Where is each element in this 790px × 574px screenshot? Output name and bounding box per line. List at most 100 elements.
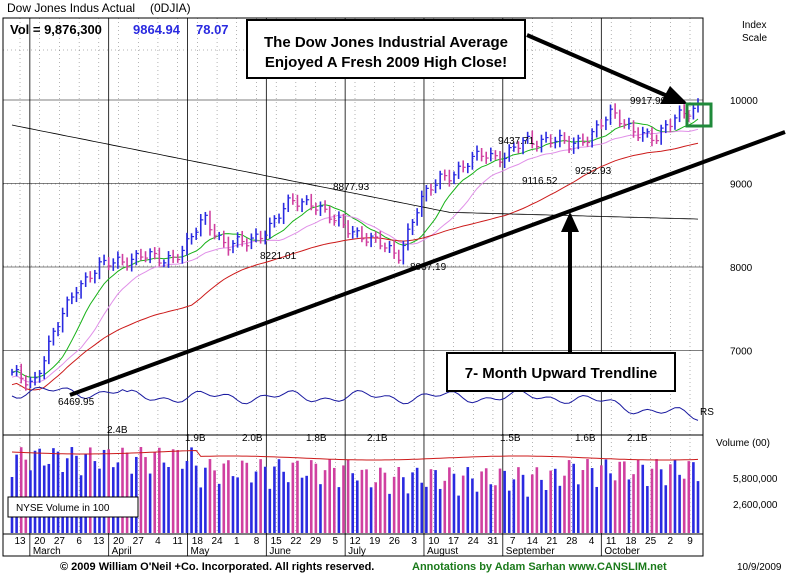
volume-bar	[33, 450, 37, 533]
volume-bar	[613, 480, 617, 533]
volume-bar	[135, 456, 138, 533]
volume-bar	[300, 477, 304, 533]
volume-bar	[222, 463, 226, 533]
month-label: April	[112, 546, 132, 557]
month-label: May	[191, 546, 210, 557]
volume-bar	[19, 447, 23, 533]
volume-bar	[263, 466, 267, 533]
volume-bar	[204, 467, 207, 533]
volume-bar	[438, 488, 442, 533]
high-close-box	[685, 102, 713, 128]
volume-bar	[687, 461, 691, 533]
rs-line	[11, 386, 699, 421]
trendline-arrow-head	[561, 212, 579, 232]
rs-series	[11, 386, 699, 421]
x-tick-label: 13	[14, 536, 26, 547]
volume-bar	[199, 487, 203, 533]
x-tick-label: 27	[133, 536, 145, 547]
volume-bar	[641, 464, 645, 533]
volume-bar	[240, 460, 244, 533]
volume-bar	[604, 459, 608, 533]
volume-bar	[167, 467, 170, 533]
volume-bar	[517, 467, 520, 533]
volume-bar	[512, 479, 516, 533]
volume-bar	[471, 478, 474, 533]
volume-bar	[535, 467, 539, 533]
volume-bar	[245, 462, 249, 533]
volume-bar	[692, 462, 695, 533]
volume-bar	[402, 477, 405, 533]
volume-bar	[503, 470, 506, 533]
volume-title: Volume (00)	[716, 438, 770, 449]
volume-bar	[576, 484, 580, 533]
volume-bar	[158, 447, 161, 533]
x-tick-label: 31	[487, 536, 499, 547]
month-label: July	[348, 546, 366, 557]
trendline-callout-box	[446, 352, 676, 392]
volume-bar	[88, 447, 92, 533]
volume-bar	[121, 447, 124, 533]
volume-bar	[457, 495, 460, 533]
ma-pink-line	[11, 128, 699, 383]
volume-bar	[434, 470, 437, 533]
volume-bar	[148, 473, 152, 533]
volume-bar	[52, 448, 55, 533]
headline-line-2: Enjoyed A Fresh 2009 High Close!	[265, 54, 507, 71]
rs-label: RS	[700, 407, 714, 418]
volume-legend: NYSE Volume in 100	[16, 503, 110, 514]
volume-bar	[38, 448, 41, 533]
month-label: March	[33, 546, 61, 557]
volume-bar	[383, 472, 387, 533]
price-bars	[11, 98, 701, 391]
volume-bar	[181, 468, 184, 533]
x-tick-label: 24	[468, 536, 480, 547]
volume-bar	[452, 473, 456, 533]
x-tick-label: 27	[54, 536, 66, 547]
headline-callout-box	[246, 19, 526, 79]
volume-bar	[250, 482, 253, 533]
volume-bar	[139, 447, 143, 533]
volume-bar	[563, 475, 566, 533]
volume-bar	[286, 482, 290, 533]
chart-title: Dow Jones Indus Actual	[7, 1, 135, 15]
volume-bar	[609, 473, 612, 533]
headline-arrow-shaft	[526, 33, 673, 100]
volume-readout: Vol = 9,876,300	[10, 22, 102, 37]
volume-bar	[56, 451, 60, 533]
volume-bar	[549, 470, 552, 533]
change-readout: 78.07	[196, 22, 229, 37]
volume-peak-label: 2.1B	[627, 433, 648, 444]
x-tick-label: 7	[510, 536, 516, 547]
ma-50-day-line	[11, 142, 699, 391]
price-point-label: 9116.52	[522, 176, 558, 187]
volume-bar	[600, 465, 603, 533]
volume-bar	[540, 479, 543, 533]
volume-bar	[397, 467, 401, 533]
volume-bar	[70, 447, 74, 533]
x-tick-label: 4	[589, 536, 595, 547]
volume-bar	[337, 487, 341, 533]
volume-bar	[296, 460, 299, 533]
volume-bar	[636, 459, 640, 533]
x-tick-label: 14	[527, 536, 539, 547]
x-tick-label: 25	[645, 536, 657, 547]
chart-date: 10/9/2009	[737, 562, 782, 573]
x-tick-label: 26	[389, 536, 401, 547]
volume-bar	[273, 466, 276, 533]
volume-bar	[572, 463, 575, 533]
volume-bar	[392, 476, 396, 533]
price-point-label: 8221.01	[260, 251, 297, 262]
scale-label-scale: Scale	[742, 33, 767, 44]
volume-bar	[254, 471, 258, 533]
volume-peak-label: 1.9B	[185, 433, 206, 444]
volume-bar	[623, 461, 626, 533]
volume-bar	[618, 461, 622, 533]
scale-label-index: Index	[742, 20, 766, 31]
volume-bar	[75, 455, 78, 533]
volume-bar	[425, 486, 428, 533]
x-tick-label: 20	[113, 536, 125, 547]
volume-bar	[277, 459, 281, 533]
volume-bar	[84, 453, 87, 533]
x-tick-label: 19	[369, 536, 381, 547]
